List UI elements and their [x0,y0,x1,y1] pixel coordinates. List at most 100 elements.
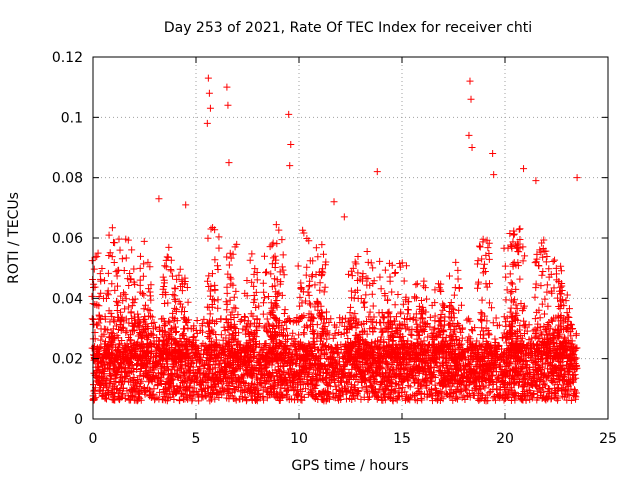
data-point [161,321,169,329]
data-point [159,315,167,323]
data-point [184,298,192,306]
data-point [259,310,267,318]
data-point [331,329,339,337]
data-point [332,323,340,331]
data-point [134,355,142,363]
data-point [463,316,471,324]
data-point [108,280,116,288]
data-point [223,368,231,376]
data-point [228,379,236,387]
data-point [148,313,156,321]
data-point [135,328,143,336]
data-point [537,329,545,337]
data-point [289,329,297,337]
data-point [547,361,555,369]
data-point [122,254,130,262]
data-point [199,328,207,336]
data-point [366,393,374,401]
data-point [141,328,149,336]
data-point [369,264,377,272]
data-point [453,368,461,376]
data-point [341,322,349,330]
data-point [381,266,389,274]
data-point [190,322,198,330]
data-point [392,313,400,321]
data-point [281,306,289,314]
data-point [471,324,479,332]
data-point [185,372,193,380]
data-point [431,324,439,332]
data-point [127,308,135,316]
data-point [466,317,474,325]
data-point [263,268,271,276]
data-point [176,265,184,273]
data-point [97,336,105,344]
data-point [454,372,462,380]
data-point [156,388,164,396]
data-point [127,275,135,283]
data-point [176,397,184,405]
data-point [163,253,171,261]
data-point [115,341,123,349]
data-point [385,308,393,316]
data-point [531,315,539,323]
data-point [262,269,270,277]
data-point [297,279,305,287]
data-point [300,330,308,338]
data-point [260,288,268,296]
data-point [321,283,329,291]
data-point [140,260,148,268]
data-point [427,386,435,394]
data-point [494,342,502,350]
data-point [255,302,263,310]
data-point [217,331,225,339]
data-point [364,258,372,266]
data-point [544,365,552,373]
data-point [381,396,389,404]
data-point [108,224,116,232]
data-point [366,308,374,316]
data-point [348,396,356,404]
data-point [396,263,404,271]
data-point [214,296,222,304]
data-point [136,264,144,272]
data-point [436,387,444,395]
data-point [142,301,150,309]
data-point [362,291,370,299]
data-point [325,319,333,327]
data-point [476,395,484,403]
data-point [413,397,421,405]
data-point [215,233,223,241]
data-point [116,246,124,254]
data-point [399,384,407,392]
data-point [321,375,329,383]
data-point [325,331,333,339]
data-point [150,385,158,393]
data-point [142,331,150,339]
data-point [162,263,170,271]
data-point [558,365,566,373]
data-point [96,270,104,278]
data-point [128,320,136,328]
data-point [525,321,533,329]
data-point [121,305,129,313]
data-point [190,384,198,392]
data-point [284,335,292,343]
data-point [492,314,500,322]
data-point [146,307,154,315]
data-point [109,343,117,351]
data-point [214,266,222,274]
data-point [356,340,364,348]
data-point [214,304,222,312]
data-point [336,358,344,366]
data-point [88,292,96,300]
data-point [267,372,275,380]
data-point [93,345,101,353]
data-point [145,285,153,293]
data-point [153,361,161,369]
data-point [130,265,138,273]
data-point [141,313,149,321]
data-point [406,314,414,322]
data-point [134,316,142,324]
data-point [205,360,213,368]
